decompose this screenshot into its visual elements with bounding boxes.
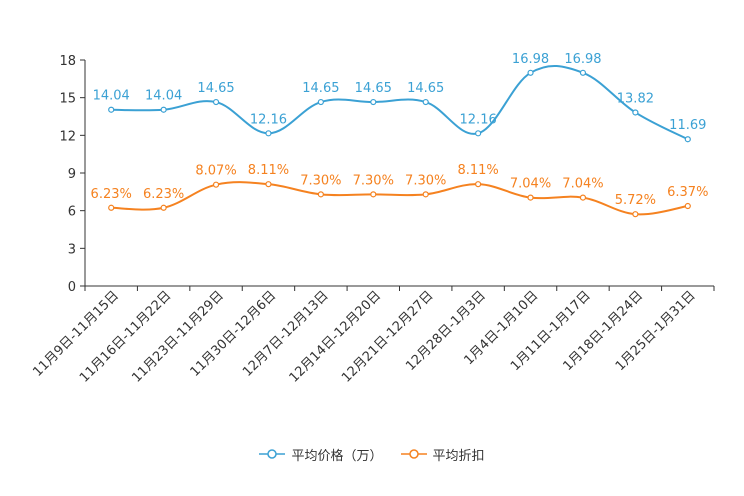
data-point[interactable] <box>422 98 429 106</box>
data-label: 12.16 <box>460 112 497 127</box>
data-label: 6.37% <box>667 185 708 200</box>
data-label: 12.16 <box>250 112 287 127</box>
y-tick-label: 9 <box>68 167 76 182</box>
data-point[interactable] <box>108 106 115 113</box>
data-point[interactable] <box>370 191 377 198</box>
y-tick-label: 6 <box>68 205 76 220</box>
data-label: 5.72% <box>615 193 656 208</box>
data-point[interactable] <box>422 191 429 198</box>
data-point[interactable] <box>527 69 534 76</box>
legend-label-discount: 平均折扣 <box>432 448 485 464</box>
data-point[interactable] <box>160 204 167 211</box>
data-label: 7.30% <box>300 173 341 188</box>
y-tick-label: 0 <box>68 280 76 295</box>
data-label: 13.82 <box>617 91 654 106</box>
data-label: 6.23% <box>143 187 184 202</box>
y-tick-label: 15 <box>59 92 76 107</box>
legend-line-circle-icon <box>400 449 427 459</box>
legend-label-price: 平均价格（万） <box>291 448 383 464</box>
data-point[interactable] <box>475 130 482 137</box>
data-point[interactable] <box>265 181 272 188</box>
data-point[interactable] <box>370 98 377 106</box>
data-label: 8.11% <box>248 163 289 178</box>
data-label: 8.11% <box>457 163 498 178</box>
x-tick-label: 11月23日-11月29日 <box>129 288 226 385</box>
data-label: 6.23% <box>91 187 132 202</box>
data-point[interactable] <box>475 181 482 188</box>
data-label: 7.04% <box>510 177 551 192</box>
data-point[interactable] <box>684 202 691 210</box>
legend: 平均价格（万） 平均折扣 <box>0 444 744 464</box>
data-point[interactable] <box>317 191 324 198</box>
x-tick-label: 11月9日-11月15日 <box>30 288 122 380</box>
y-tick-label: 12 <box>59 129 76 144</box>
legend-line-circle-icon <box>259 449 286 459</box>
data-label-layer: 14.04 14.04 14.65 12.16 14.65 14.65 14.65 12.16… <box>91 52 709 208</box>
data-label: 7.30% <box>353 173 394 188</box>
data-label: 7.30% <box>405 173 446 188</box>
data-point[interactable] <box>265 130 272 137</box>
data-point[interactable] <box>160 106 167 113</box>
data-point[interactable] <box>632 109 639 116</box>
data-label: 14.65 <box>197 81 234 96</box>
data-label: 16.98 <box>512 52 549 67</box>
data-point[interactable] <box>632 211 639 218</box>
series-layer <box>108 65 691 218</box>
data-label: 8.07% <box>195 164 236 179</box>
data-point[interactable] <box>684 136 691 143</box>
data-label: 14.65 <box>302 81 339 96</box>
y-tick-label: 18 <box>59 54 76 69</box>
data-label: 14.65 <box>407 81 444 96</box>
data-label: 7.04% <box>562 177 603 192</box>
data-point[interactable] <box>317 98 324 106</box>
data-label: 14.04 <box>93 89 130 104</box>
data-label: 16.98 <box>564 52 601 67</box>
data-label: 11.69 <box>669 118 706 133</box>
legend-item-discount[interactable]: 平均折扣 <box>400 445 485 464</box>
x-tick-label: 11月16日-11月22日 <box>77 288 174 385</box>
legend-item-price[interactable]: 平均价格（万） <box>259 445 383 464</box>
data-point[interactable] <box>212 98 220 106</box>
y-tick-label: 3 <box>68 242 76 257</box>
data-label: 14.04 <box>145 89 182 104</box>
data-point[interactable] <box>579 194 587 201</box>
series-line-0 <box>111 65 689 141</box>
x-tick-label: 12月14日-12月20日 <box>287 288 384 385</box>
series-line-1 <box>111 181 688 216</box>
data-label: 14.65 <box>355 81 392 96</box>
data-point[interactable] <box>579 69 587 76</box>
data-point[interactable] <box>212 181 220 188</box>
x-tick-label: 12月21日-12月27日 <box>339 288 436 385</box>
data-point[interactable] <box>108 204 115 211</box>
data-point[interactable] <box>527 194 534 201</box>
